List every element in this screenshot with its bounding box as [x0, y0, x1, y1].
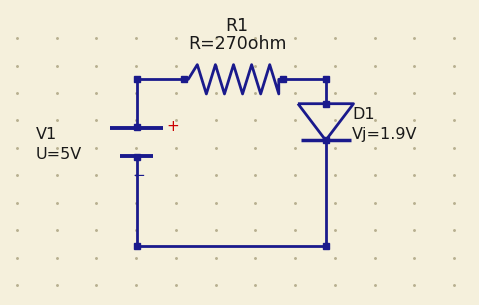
Text: Vj=1.9V: Vj=1.9V — [352, 127, 418, 142]
Text: R1: R1 — [226, 17, 249, 35]
Text: V1: V1 — [36, 127, 57, 142]
Text: D1: D1 — [352, 107, 375, 122]
Text: U=5V: U=5V — [36, 146, 82, 162]
Text: +: + — [166, 119, 179, 134]
Text: −: − — [133, 168, 145, 183]
Text: R=270ohm: R=270ohm — [188, 35, 286, 53]
